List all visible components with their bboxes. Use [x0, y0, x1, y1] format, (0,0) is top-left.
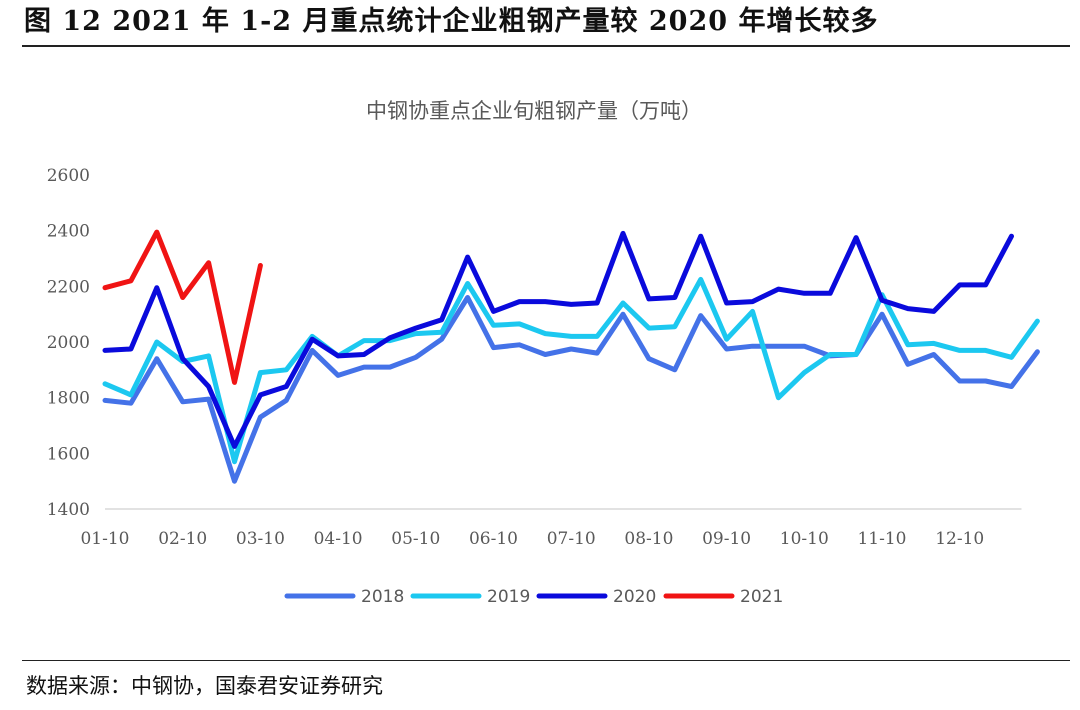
x-axis: 01-10 02-10 03-10 04-10 05-10 06-10 07-10 08-10… — [80, 508, 1022, 549]
bottom-divider — [22, 660, 1070, 661]
y-tick-label: 2200 — [47, 277, 90, 297]
y-tick-label: 2000 — [47, 333, 90, 353]
y-tick-label: 1600 — [47, 444, 90, 464]
x-tick-label: 09-10 — [702, 529, 751, 549]
x-tick-label: 04-10 — [314, 529, 363, 549]
series-line-2020 — [102, 230, 1014, 449]
y-tick-label: 1800 — [47, 389, 90, 409]
x-tick-label: 12-10 — [935, 529, 984, 549]
x-tick-label: 11-10 — [857, 529, 906, 549]
y-tick-label: 2600 — [47, 166, 90, 186]
series-lines — [102, 229, 1040, 484]
chart-title: 中钢协重点企业旬粗钢产量（万吨） — [366, 99, 702, 123]
x-tick-label: 08-10 — [624, 529, 673, 549]
y-axis: 1400 1600 1800 2000 2200 2400 2600 — [47, 166, 90, 520]
x-tick-label: 02-10 — [158, 529, 207, 549]
source-note: 数据来源：中钢协，国泰君安证券研究 — [26, 674, 383, 698]
x-tick-label: 03-10 — [236, 529, 285, 549]
legend-label-2020: 2020 — [613, 587, 656, 607]
x-tick-label: 07-10 — [547, 529, 596, 549]
y-tick-label: 2400 — [47, 222, 90, 242]
x-tick-label: 01-10 — [80, 529, 129, 549]
top-divider — [22, 45, 1070, 47]
legend-label-2019: 2019 — [487, 587, 530, 607]
legend: 2018 2019 2020 2021 — [284, 587, 783, 607]
x-tick-label: 06-10 — [469, 529, 518, 549]
x-tick-label: 05-10 — [391, 529, 440, 549]
series-line-2021 — [102, 229, 263, 385]
y-tick-label: 1400 — [47, 500, 90, 520]
legend-label-2018: 2018 — [361, 587, 404, 607]
legend-label-2021: 2021 — [740, 587, 783, 607]
series-line-2018 — [102, 295, 1040, 484]
x-tick-label: 10-10 — [780, 529, 829, 549]
figure-title: 图 12 2021 年 1-2 月重点统计企业粗钢产量较 2020 年增长较多 — [24, 6, 879, 37]
line-chart: 中钢协重点企业旬粗钢产量（万吨） 1400 1600 1800 2000 2200 240… — [47, 99, 1040, 607]
